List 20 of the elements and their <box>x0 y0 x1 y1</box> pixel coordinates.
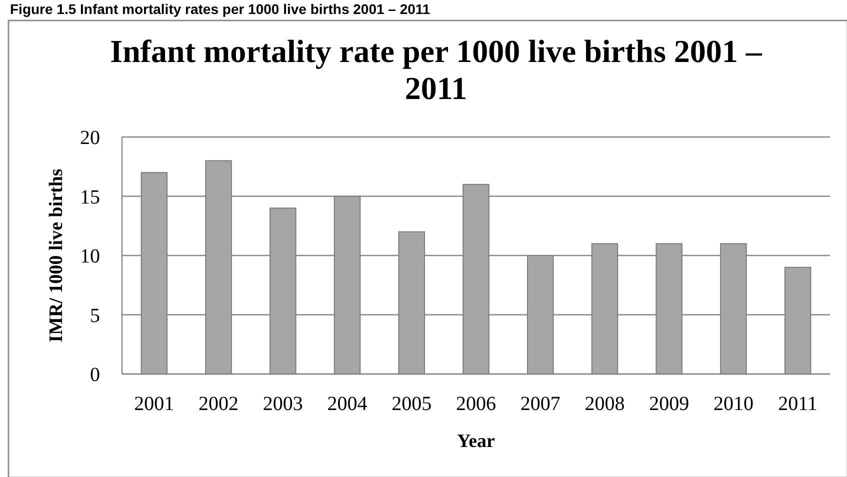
y-axis-title: IMR/ 1000 live births <box>46 168 67 342</box>
x-tick-label: 2009 <box>649 393 690 415</box>
chart-title: Infant mortality rate per 1000 live births 2001 – 2011 <box>110 33 763 106</box>
y-tick-label: 10 <box>80 246 100 268</box>
y-tick-label: 20 <box>80 127 100 149</box>
x-tick-label: 2002 <box>198 393 239 415</box>
x-tick-label: 2006 <box>456 393 496 415</box>
x-tick-label: 2001 <box>134 393 174 415</box>
y-tick-label: 0 <box>90 364 100 386</box>
x-tick-label: 2003 <box>262 393 303 415</box>
x-tick-label: 2007 <box>520 393 560 415</box>
x-tick-label: 2004 <box>327 393 368 415</box>
x-tick-label: 2005 <box>392 393 432 415</box>
y-tick-label: 5 <box>90 304 100 327</box>
x-tick-label: 2011 <box>778 393 818 415</box>
caption: Figure 1.5 Infant mortality rates per 1000 live births 2001 – 2011 <box>10 1 430 17</box>
x-tick-label: 2008 <box>584 393 625 415</box>
y-tick-label: 15 <box>80 186 100 208</box>
x-axis-title: Year <box>457 431 496 452</box>
x-tick-label: 2010 <box>713 393 754 415</box>
